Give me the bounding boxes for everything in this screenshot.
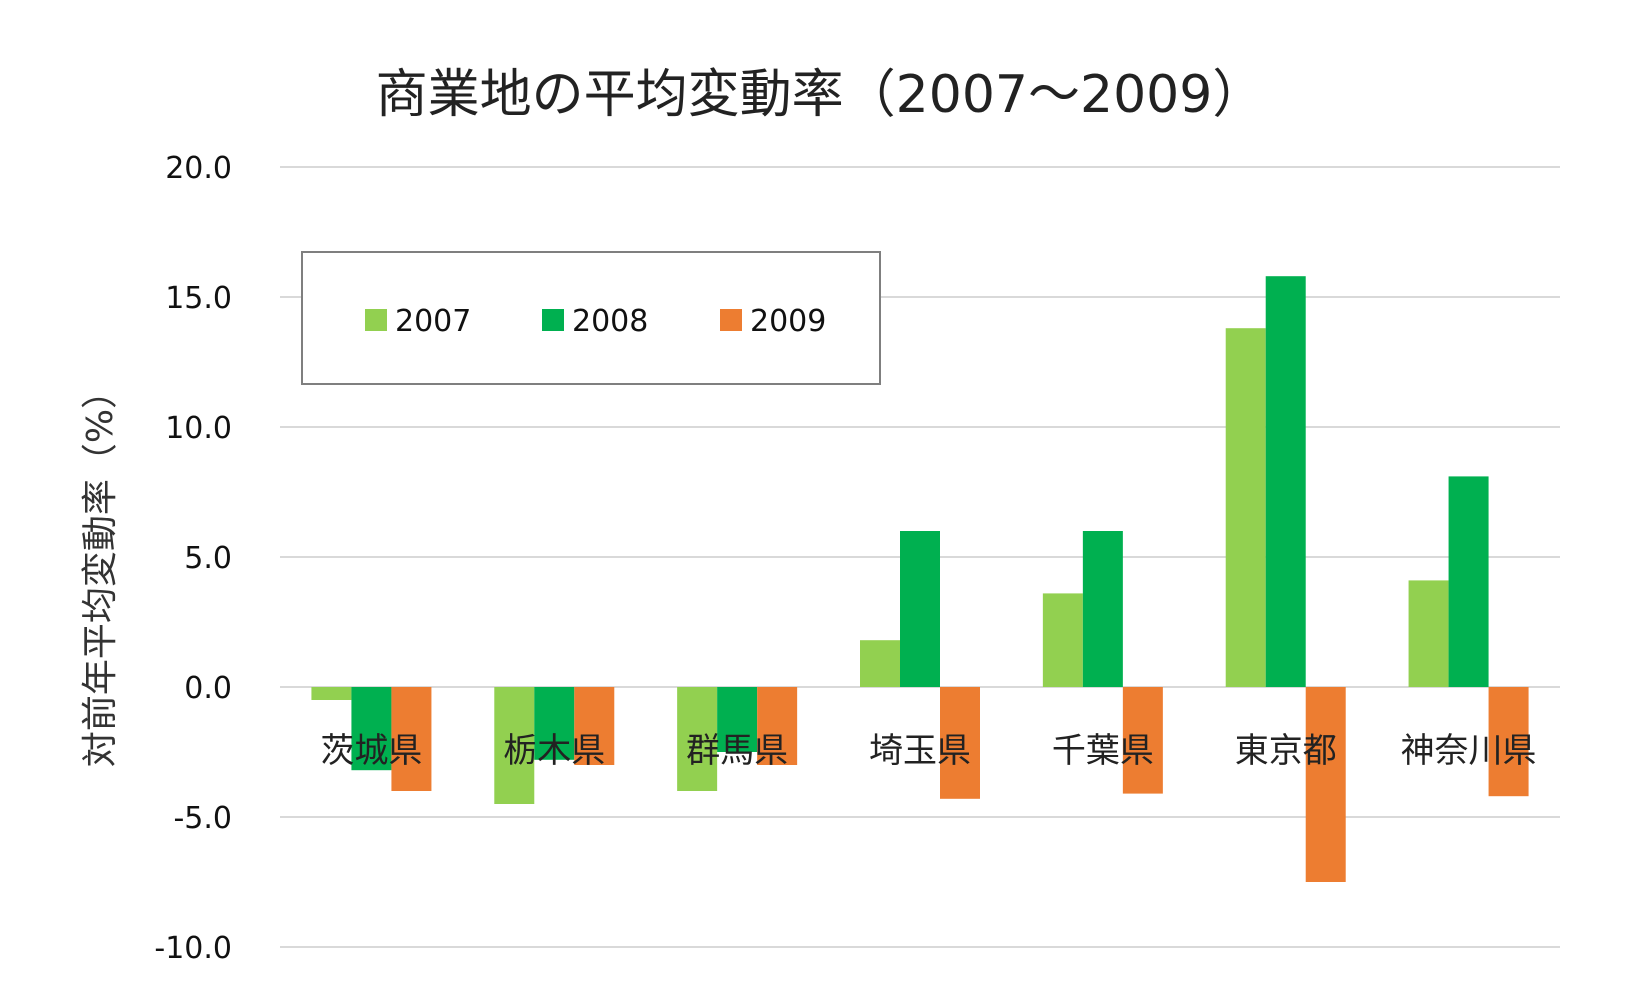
bar-2007-5: [1225, 328, 1266, 687]
legend-swatch-2008: [542, 309, 564, 331]
category-label: 埼玉県: [869, 731, 971, 771]
bar-2009-6: [1488, 687, 1529, 797]
y-tick-label: -5.0: [173, 801, 232, 836]
legend: 2007 2008 2009: [301, 251, 881, 385]
category-label: 千葉県: [1052, 731, 1154, 771]
y-axis-ticks: 20.0 15.0 10.0 5.0 0.0 -5.0 -10.0: [154, 151, 232, 966]
y-axis-label: 対前年平均変動率（%）: [80, 373, 121, 767]
bar-2007-6: [1408, 580, 1449, 687]
legend-label-2007: 2007: [395, 304, 471, 339]
bar-2008-1: [534, 687, 575, 760]
category-label: 神奈川県: [1401, 731, 1537, 771]
legend-box: [301, 251, 881, 385]
bar-2008-4: [1082, 531, 1123, 687]
legend-swatch-2009: [720, 309, 742, 331]
bar-2008-3: [900, 531, 940, 687]
y-tick-label: 5.0: [184, 541, 232, 576]
bar-2009-4: [1122, 687, 1163, 794]
bar-2009-0: [391, 687, 432, 791]
bar-2009-2: [757, 687, 798, 765]
bar-2008-2: [717, 687, 758, 752]
category-label: 栃木県: [503, 731, 605, 771]
bar-2008-5: [1265, 276, 1306, 687]
y-tick-label: 10.0: [165, 411, 232, 446]
bars: [311, 276, 1529, 882]
y-tick-label: -10.0: [154, 931, 232, 966]
chart-title: 商業地の平均変動率（2007～2009）: [376, 65, 1265, 125]
bar-2007-3: [860, 640, 900, 687]
legend-label-2009: 2009: [750, 304, 826, 339]
y-tick-label: 15.0: [165, 281, 232, 316]
category-label: 茨城県: [320, 731, 422, 771]
bar-2007-0: [311, 687, 352, 700]
category-label: 東京都: [1235, 731, 1337, 771]
y-tick-label: 20.0: [165, 151, 232, 186]
bar-2009-1: [574, 687, 615, 765]
bar-2009-3: [940, 687, 980, 799]
bar-2007-1: [494, 687, 535, 804]
bar-2007-4: [1042, 593, 1083, 687]
legend-label-2008: 2008: [572, 304, 648, 339]
legend-swatch-2007: [365, 309, 387, 331]
category-labels: 茨城県 栃木県 群馬県 埼玉県 千葉県 東京都 神奈川県: [320, 731, 1536, 771]
bar-2008-0: [351, 687, 392, 771]
bar-2007-2: [677, 687, 718, 791]
y-tick-label: 0.0: [184, 671, 232, 706]
bar-2009-5: [1305, 687, 1346, 882]
bar-2008-6: [1448, 476, 1489, 687]
category-label: 群馬県: [686, 731, 788, 771]
